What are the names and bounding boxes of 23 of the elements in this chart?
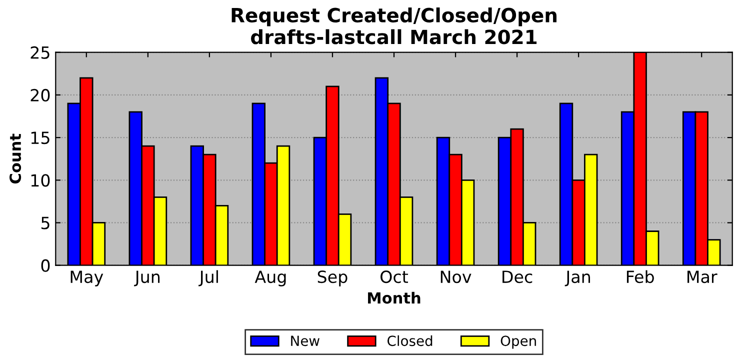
x-tick-label: Feb [626,270,654,284]
x-tick-label: Jul [198,270,218,286]
x-tick-label: Aug [254,270,286,286]
x-tick-label: Jan [564,270,590,286]
legend-label: Closed [387,335,432,346]
x-tick-label: Oct [380,270,408,284]
x-tick-label: May [70,270,104,286]
x-tick-label: Jun [134,270,160,286]
y-tick-label: 10 [31,174,50,187]
x-tick-label: Sep [318,270,348,286]
x-tick-label: Mar [688,270,718,284]
y-tick-label: 5 [41,216,50,230]
y-tick-label: 0 [41,259,50,272]
x-tick-label: Nov [440,270,472,284]
y-tick-label: 20 [30,88,50,102]
chart-title: Request Created/Closed/Open drafts-lastcall March 2021 [232,7,556,44]
legend-label: New [291,336,320,346]
legend-label: Open [500,336,536,349]
y-axis-title: Count [10,134,22,184]
x-axis-title: Month [368,292,420,304]
x-tick-label: Dec [502,270,532,284]
y-tick-label: 15 [31,132,50,144]
y-tick-label: 25 [30,46,50,59]
